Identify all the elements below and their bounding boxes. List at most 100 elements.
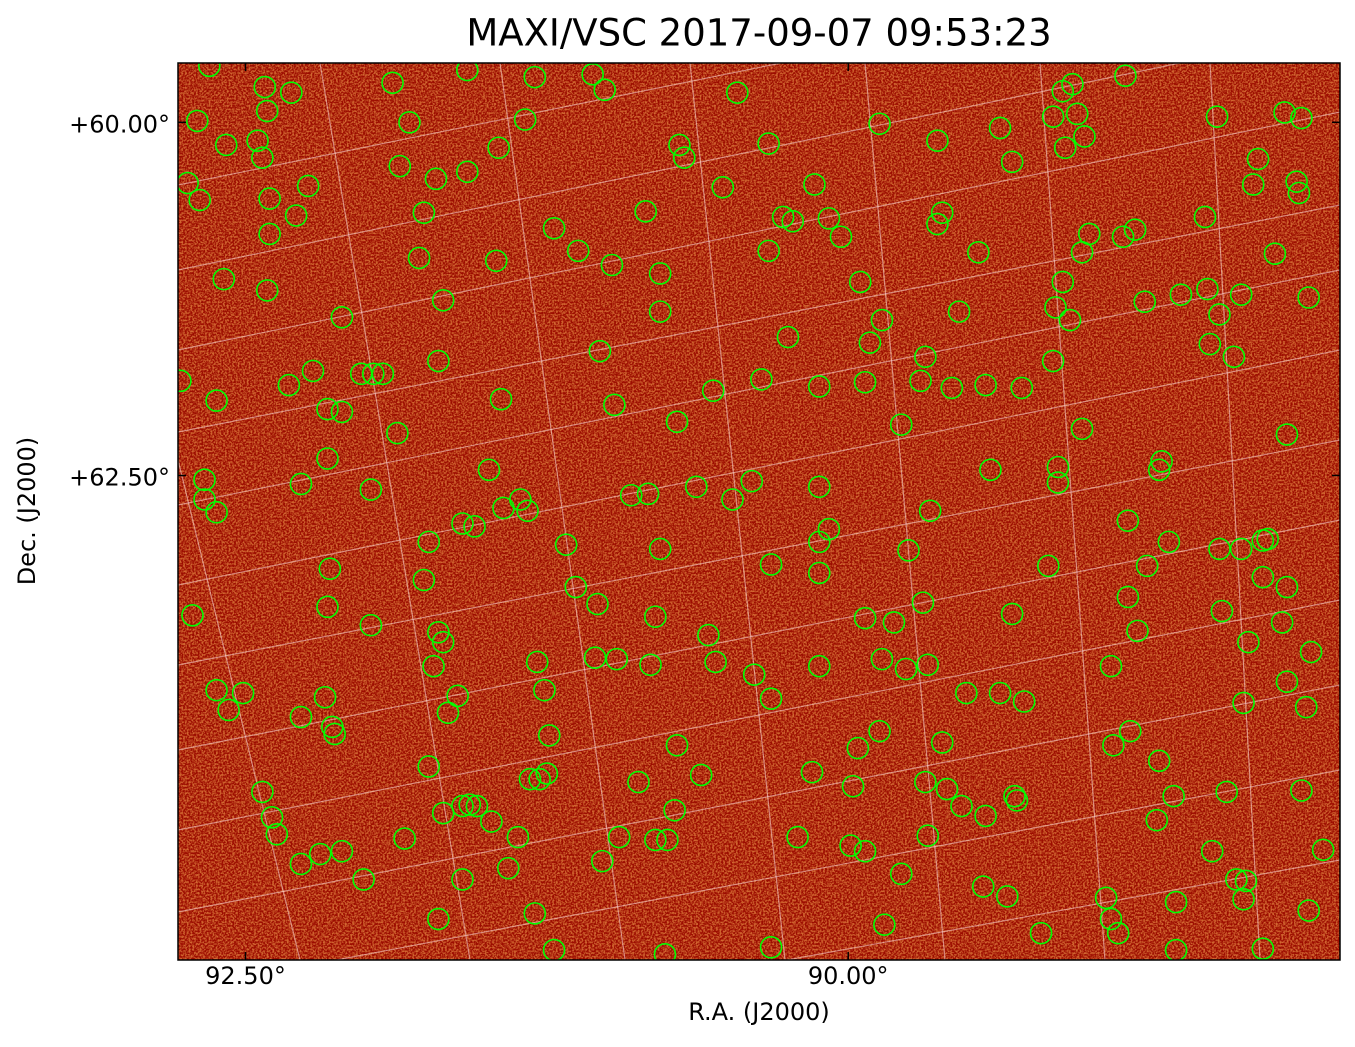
source-circle <box>205 389 228 412</box>
source-circle <box>1275 670 1299 694</box>
coordinate-line <box>178 63 1184 271</box>
source-circle <box>848 270 872 294</box>
source-circle <box>289 852 313 876</box>
source-circle <box>1275 423 1299 446</box>
source-circle <box>1169 283 1193 306</box>
source-circle <box>1232 691 1255 715</box>
source-circle <box>1263 242 1287 266</box>
source-circle <box>800 760 824 784</box>
source-circle <box>889 862 913 886</box>
source-circle <box>894 657 918 681</box>
source-circle <box>868 719 891 743</box>
source-circle <box>1058 308 1082 332</box>
source-circle <box>260 806 284 829</box>
source-circle <box>193 488 216 511</box>
source-circle <box>359 613 383 637</box>
source-circle <box>858 331 882 354</box>
source-circle <box>313 685 337 709</box>
source-circle <box>451 868 474 891</box>
source-circle <box>914 345 937 369</box>
source-circle <box>742 663 766 686</box>
source-circle <box>588 339 612 363</box>
source-markers <box>178 63 1335 960</box>
source-circle <box>258 222 281 246</box>
source-circle <box>817 207 841 230</box>
source-circle <box>1094 886 1118 910</box>
source-circle <box>909 369 932 393</box>
x-tick-label: 90.00° <box>808 962 889 990</box>
source-circle <box>393 827 416 850</box>
source-circle <box>750 368 773 391</box>
source-circle <box>1000 150 1024 174</box>
source-circle <box>672 146 696 169</box>
source-circle <box>451 794 474 818</box>
source-circle <box>1046 471 1070 494</box>
source-circle <box>930 731 954 754</box>
source-circle <box>665 733 689 757</box>
source-circle <box>1222 345 1246 369</box>
source-circle <box>996 885 1019 908</box>
source-circle <box>639 653 662 677</box>
source-circle <box>1241 173 1265 196</box>
source-circle <box>1246 147 1270 171</box>
source-circle <box>424 167 448 191</box>
source-circle <box>1229 283 1253 306</box>
source-circle <box>807 375 831 398</box>
source-circle <box>1193 205 1217 229</box>
source-circle <box>873 913 896 936</box>
source-circle <box>412 201 436 225</box>
source-circle <box>916 824 940 847</box>
source-circle <box>398 111 421 134</box>
source-circle <box>1070 417 1094 441</box>
source-circle <box>1299 640 1323 664</box>
source-circle <box>590 849 614 873</box>
source-circle <box>726 81 749 104</box>
source-circle <box>212 267 236 291</box>
source-circle <box>926 129 949 152</box>
coordinate-line <box>178 111 1340 351</box>
source-circle <box>889 413 913 436</box>
source-circle <box>537 724 561 747</box>
source-circle <box>253 75 277 99</box>
source-circle <box>603 393 626 417</box>
source-circle <box>513 108 537 131</box>
source-circle <box>988 681 1012 705</box>
source-circle <box>627 770 650 794</box>
source-circle <box>446 684 469 708</box>
source-circle <box>955 681 978 705</box>
source-circle <box>193 468 216 492</box>
source-circle <box>205 678 228 702</box>
source-circle <box>284 204 308 227</box>
source-circle <box>1065 102 1089 126</box>
source-circle <box>431 630 455 654</box>
source-circle <box>451 512 474 535</box>
source-circle <box>407 246 431 270</box>
source-circle <box>648 537 672 561</box>
source-circle <box>1041 105 1065 128</box>
source-circle <box>644 605 667 629</box>
source-circle <box>525 650 549 674</box>
source-circle <box>523 902 547 925</box>
source-circle <box>1123 218 1147 241</box>
source-circle <box>853 370 877 394</box>
source-circle <box>781 209 805 233</box>
coordinate-line <box>1039 63 1106 960</box>
coordinate-line <box>178 349 1340 586</box>
source-circle <box>296 174 320 198</box>
source-circle <box>371 362 395 386</box>
source-circle <box>600 253 624 277</box>
source-circle <box>757 132 780 155</box>
source-circle <box>427 907 450 931</box>
source-circle <box>214 133 238 157</box>
source-circle <box>947 300 971 323</box>
source-circle <box>1215 780 1238 804</box>
y-tick-label: +62.50° <box>69 463 170 491</box>
source-circle <box>1198 332 1222 356</box>
source-circle <box>685 475 708 499</box>
source-circle <box>388 154 412 178</box>
source-circle <box>178 369 192 393</box>
source-circle <box>318 557 342 581</box>
source-circle <box>1164 938 1188 960</box>
source-circle <box>971 875 995 898</box>
